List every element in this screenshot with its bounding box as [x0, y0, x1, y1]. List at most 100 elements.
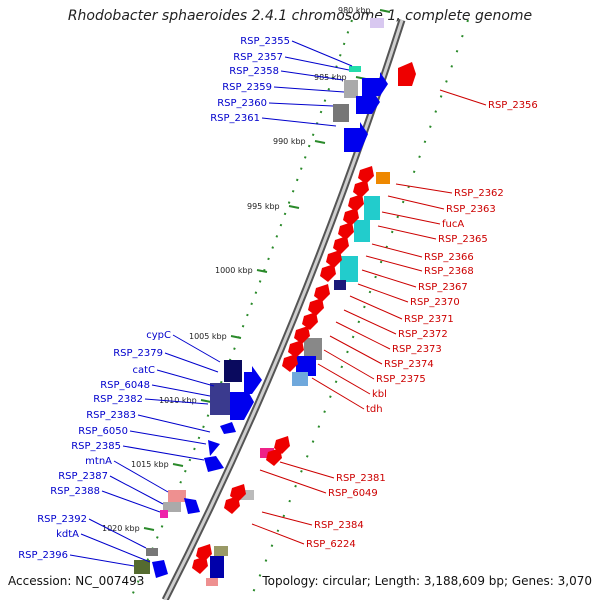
- forward-gene-label[interactable]: RSP_6050: [78, 426, 128, 437]
- gene-rsp-2382[interactable]: [220, 422, 236, 434]
- reverse-gene-arrow[interactable]: [338, 222, 354, 240]
- gene-rsp-6224[interactable]: [214, 546, 228, 556]
- gene-rsp-2374[interactable]: [304, 338, 322, 360]
- forward-gene-label[interactable]: RSP_2357: [233, 52, 283, 63]
- reverse-gene-arrow[interactable]: [196, 544, 212, 562]
- gene-rsp-6050[interactable]: [204, 456, 224, 472]
- reverse-leader-line: [335, 321, 391, 350]
- reverse-gene-label[interactable]: RSP_2370: [410, 297, 460, 308]
- reverse-gene-label[interactable]: RSP_2365: [438, 234, 488, 245]
- gene-rsp-2362[interactable]: [376, 172, 390, 184]
- reverse-gene-label[interactable]: RSP_2367: [418, 282, 468, 293]
- reverse-gene-label[interactable]: tdh: [366, 404, 383, 415]
- gene-rsp-2392[interactable]: [146, 548, 158, 556]
- reverse-gene-arrow[interactable]: [266, 448, 282, 466]
- reverse-gene-label[interactable]: kbl: [372, 389, 387, 400]
- reverse-leader-line: [439, 89, 487, 106]
- gene-fuca[interactable]: [354, 220, 370, 242]
- reverse-gene-arrow[interactable]: [353, 180, 369, 198]
- forward-gene-label[interactable]: RSP_2388: [50, 486, 100, 497]
- gene-rsp-2366[interactable]: [340, 256, 358, 282]
- reverse-gene-arrow[interactable]: [358, 166, 374, 184]
- gene-rsp-2387[interactable]: [163, 502, 181, 512]
- reverse-gene-label[interactable]: RSP_2384: [314, 520, 364, 531]
- forward-gene-label[interactable]: RSP_2361: [210, 113, 260, 124]
- gene-rsp-6224b[interactable]: [210, 556, 224, 578]
- forward-gene-label[interactable]: RSP_2355: [240, 36, 290, 47]
- gene-rsp-2361b[interactable]: [344, 122, 368, 152]
- forward-gene-label[interactable]: RSP_2396: [18, 550, 68, 561]
- gene-rsp-6048[interactable]: [230, 384, 254, 420]
- forward-gene-label[interactable]: RSP_2383: [86, 410, 136, 421]
- gene-rsp-2381[interactable]: [260, 448, 274, 458]
- reverse-gene-arrow[interactable]: [192, 556, 208, 574]
- gene-catc[interactable]: [210, 383, 230, 415]
- gene-rsp-2375[interactable]: [296, 356, 316, 376]
- forward-gene-label[interactable]: RSP_2379: [113, 348, 163, 359]
- forward-gene-label[interactable]: RSP_2358: [229, 66, 279, 77]
- reverse-gene-label[interactable]: fucA: [442, 219, 464, 230]
- gene-rsp-2361[interactable]: [333, 104, 349, 122]
- reverse-gene-label[interactable]: RSP_2381: [336, 473, 386, 484]
- reverse-gene-arrow[interactable]: [314, 284, 330, 302]
- gene-rsp-2388b[interactable]: [184, 498, 200, 514]
- gene-rsp-2356[interactable]: [398, 62, 416, 86]
- gene-rsp-2363[interactable]: [364, 196, 380, 220]
- gene-rsp-6224c[interactable]: [206, 578, 218, 586]
- reverse-gene-arrow[interactable]: [333, 236, 349, 254]
- gene-rsp-2357[interactable]: [349, 66, 361, 72]
- reverse-leader-line: [317, 363, 371, 395]
- forward-gene-label[interactable]: catC: [132, 365, 155, 376]
- forward-gene-label[interactable]: cypC: [146, 330, 171, 341]
- reverse-gene-label[interactable]: RSP_2356: [488, 100, 538, 111]
- reverse-gene-label[interactable]: RSP_2373: [392, 344, 442, 355]
- reverse-gene-label[interactable]: RSP_2362: [454, 188, 504, 199]
- forward-gene-label[interactable]: RSP_2392: [37, 514, 87, 525]
- gene-mtna[interactable]: [168, 490, 186, 502]
- forward-gene-label[interactable]: RSP_2387: [58, 471, 108, 482]
- reverse-gene-label[interactable]: RSP_6224: [306, 539, 356, 550]
- gene-rsp-2396[interactable]: [134, 560, 150, 574]
- forward-gene-label[interactable]: RSP_2385: [71, 441, 121, 452]
- gene-rsp-2360[interactable]: [356, 90, 380, 114]
- gene-rsp-2358[interactable]: [362, 72, 388, 96]
- gene-rsp-2379[interactable]: [244, 366, 262, 394]
- reverse-gene-arrow[interactable]: [282, 354, 298, 372]
- forward-gene-label[interactable]: mtnA: [85, 456, 112, 467]
- forward-gene-label[interactable]: RSP_6048: [100, 380, 150, 391]
- reverse-gene-arrow[interactable]: [348, 194, 364, 212]
- reverse-gene-label[interactable]: RSP_2363: [446, 204, 496, 215]
- reverse-gene-label[interactable]: RSP_2366: [424, 252, 474, 263]
- forward-gene-label[interactable]: RSP_2382: [93, 394, 143, 405]
- reverse-gene-arrow[interactable]: [326, 250, 342, 268]
- reverse-gene-arrow[interactable]: [288, 340, 304, 358]
- reverse-gene-arrow[interactable]: [302, 312, 318, 330]
- reverse-gene-label[interactable]: RSP_6049: [328, 488, 378, 499]
- forward-gene-label[interactable]: RSP_2360: [217, 98, 267, 109]
- gene-rsp-6049[interactable]: [240, 490, 254, 500]
- forward-leader-line: [151, 384, 211, 397]
- forward-gene-label[interactable]: RSP_2359: [222, 82, 272, 93]
- reverse-gene-label[interactable]: RSP_2368: [424, 266, 474, 277]
- reverse-gene-label[interactable]: RSP_2371: [404, 314, 454, 325]
- forward-leader-line: [144, 398, 209, 405]
- reverse-gene-label[interactable]: RSP_2374: [384, 359, 434, 370]
- reverse-gene-arrow[interactable]: [308, 298, 324, 316]
- gene-kbl[interactable]: [292, 372, 308, 386]
- gene-rsp-2359[interactable]: [344, 80, 358, 98]
- gene-rsp-2388[interactable]: [160, 510, 168, 518]
- forward-leader-line: [137, 414, 211, 433]
- reverse-gene-arrow[interactable]: [343, 208, 359, 226]
- reverse-gene-label[interactable]: RSP_2375: [376, 374, 426, 385]
- gene-cypc[interactable]: [224, 360, 242, 382]
- reverse-gene-arrow[interactable]: [320, 264, 336, 282]
- reverse-leader-line: [343, 309, 397, 335]
- forward-gene-label[interactable]: kdtA: [56, 529, 79, 540]
- reverse-gene-arrow[interactable]: [294, 326, 310, 344]
- reverse-gene-label[interactable]: RSP_2372: [398, 329, 448, 340]
- gene-rsp-2355[interactable]: [370, 18, 384, 28]
- gene-rsp-2383[interactable]: [208, 440, 220, 456]
- gene-kdta[interactable]: [152, 560, 168, 578]
- reverse-gene-arrow[interactable]: [224, 496, 240, 514]
- gene-rsp-2368[interactable]: [334, 280, 346, 290]
